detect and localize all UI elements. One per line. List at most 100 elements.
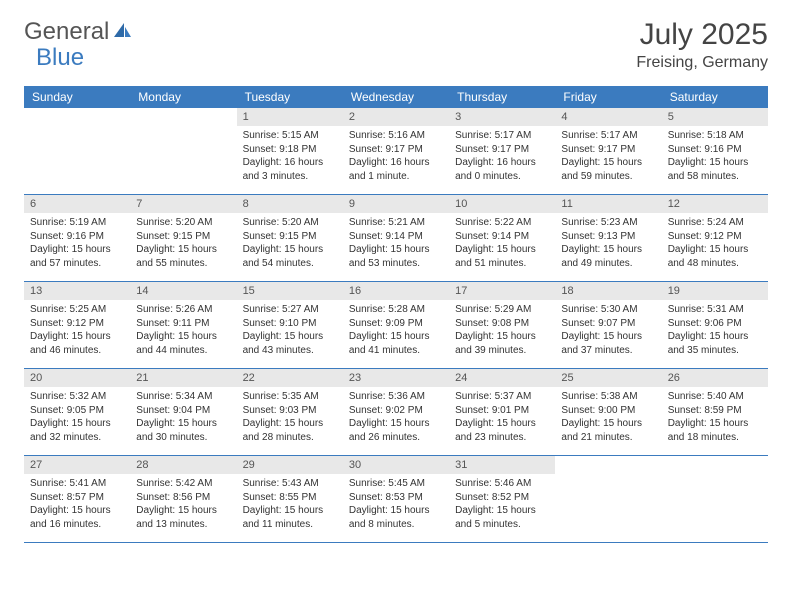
day-body: Sunrise: 5:30 AMSunset: 9:07 PMDaylight:… [555,300,661,363]
sunset-line: Sunset: 8:53 PM [349,491,443,505]
calendar-day-cell: 5Sunrise: 5:18 AMSunset: 9:16 PMDaylight… [662,108,768,194]
sunrise-line: Sunrise: 5:28 AM [349,303,443,317]
day-number: 6 [24,195,130,213]
calendar-day-cell: 20Sunrise: 5:32 AMSunset: 9:05 PMDayligh… [24,369,130,455]
sunset-line: Sunset: 9:13 PM [561,230,655,244]
sunset-line: Sunset: 9:14 PM [349,230,443,244]
sunrise-line: Sunrise: 5:19 AM [30,216,124,230]
brand-part2: Blue [36,44,84,72]
calendar-day-cell: 2Sunrise: 5:16 AMSunset: 9:17 PMDaylight… [343,108,449,194]
sunset-line: Sunset: 8:52 PM [455,491,549,505]
daylight-line: Daylight: 16 hours and 1 minute. [349,156,443,183]
calendar-page: General July 2025 Freising, Germany Blue… [0,0,792,612]
day-number: 1 [237,108,343,126]
calendar-day-cell: 17Sunrise: 5:29 AMSunset: 9:08 PMDayligh… [449,282,555,368]
sunset-line: Sunset: 9:06 PM [668,317,762,331]
sunset-line: Sunset: 9:17 PM [349,143,443,157]
calendar-day-cell: 3Sunrise: 5:17 AMSunset: 9:17 PMDaylight… [449,108,555,194]
sunrise-line: Sunrise: 5:34 AM [136,390,230,404]
weekday-header: Sunday [24,86,130,108]
calendar-day-cell: 7Sunrise: 5:20 AMSunset: 9:15 PMDaylight… [130,195,236,281]
day-number: 24 [449,369,555,387]
sunset-line: Sunset: 8:55 PM [243,491,337,505]
sunrise-line: Sunrise: 5:38 AM [561,390,655,404]
calendar-empty-cell [662,456,768,542]
day-body: Sunrise: 5:22 AMSunset: 9:14 PMDaylight:… [449,213,555,276]
daylight-line: Daylight: 15 hours and 37 minutes. [561,330,655,357]
daylight-line: Daylight: 15 hours and 26 minutes. [349,417,443,444]
location-label: Freising, Germany [636,54,768,72]
weekday-header-row: SundayMondayTuesdayWednesdayThursdayFrid… [24,86,768,108]
sunset-line: Sunset: 8:59 PM [668,404,762,418]
daylight-line: Daylight: 15 hours and 44 minutes. [136,330,230,357]
day-number: 15 [237,282,343,300]
sunrise-line: Sunrise: 5:43 AM [243,477,337,491]
sunrise-line: Sunrise: 5:15 AM [243,129,337,143]
sunset-line: Sunset: 9:12 PM [668,230,762,244]
day-number: 3 [449,108,555,126]
sunrise-line: Sunrise: 5:35 AM [243,390,337,404]
calendar-day-cell: 14Sunrise: 5:26 AMSunset: 9:11 PMDayligh… [130,282,236,368]
day-number: 28 [130,456,236,474]
day-number: 21 [130,369,236,387]
sunrise-line: Sunrise: 5:37 AM [455,390,549,404]
daylight-line: Daylight: 15 hours and 11 minutes. [243,504,337,531]
day-number: 13 [24,282,130,300]
day-body: Sunrise: 5:23 AMSunset: 9:13 PMDaylight:… [555,213,661,276]
day-body: Sunrise: 5:43 AMSunset: 8:55 PMDaylight:… [237,474,343,537]
daylight-line: Daylight: 15 hours and 58 minutes. [668,156,762,183]
sunset-line: Sunset: 9:16 PM [30,230,124,244]
daylight-line: Daylight: 15 hours and 46 minutes. [30,330,124,357]
calendar-day-cell: 12Sunrise: 5:24 AMSunset: 9:12 PMDayligh… [662,195,768,281]
calendar-day-cell: 31Sunrise: 5:46 AMSunset: 8:52 PMDayligh… [449,456,555,542]
day-body: Sunrise: 5:20 AMSunset: 9:15 PMDaylight:… [130,213,236,276]
day-body: Sunrise: 5:35 AMSunset: 9:03 PMDaylight:… [237,387,343,450]
page-header: General July 2025 Freising, Germany [24,18,768,72]
day-body [662,474,768,483]
weekday-header: Wednesday [343,86,449,108]
calendar-day-cell: 29Sunrise: 5:43 AMSunset: 8:55 PMDayligh… [237,456,343,542]
day-number: 20 [24,369,130,387]
day-number: 29 [237,456,343,474]
sunset-line: Sunset: 9:04 PM [136,404,230,418]
weekday-header: Thursday [449,86,555,108]
sunset-line: Sunset: 9:12 PM [30,317,124,331]
day-body: Sunrise: 5:17 AMSunset: 9:17 PMDaylight:… [449,126,555,189]
calendar-day-cell: 23Sunrise: 5:36 AMSunset: 9:02 PMDayligh… [343,369,449,455]
daylight-line: Daylight: 15 hours and 51 minutes. [455,243,549,270]
calendar-day-cell: 28Sunrise: 5:42 AMSunset: 8:56 PMDayligh… [130,456,236,542]
day-number: 4 [555,108,661,126]
daylight-line: Daylight: 15 hours and 28 minutes. [243,417,337,444]
calendar-day-cell: 8Sunrise: 5:20 AMSunset: 9:15 PMDaylight… [237,195,343,281]
weeks-container: 1Sunrise: 5:15 AMSunset: 9:18 PMDaylight… [24,108,768,543]
sunrise-line: Sunrise: 5:20 AM [136,216,230,230]
sunrise-line: Sunrise: 5:32 AM [30,390,124,404]
calendar-day-cell: 13Sunrise: 5:25 AMSunset: 9:12 PMDayligh… [24,282,130,368]
day-number [662,456,768,474]
weekday-header: Monday [130,86,236,108]
day-number: 12 [662,195,768,213]
day-body: Sunrise: 5:24 AMSunset: 9:12 PMDaylight:… [662,213,768,276]
sunrise-line: Sunrise: 5:36 AM [349,390,443,404]
daylight-line: Daylight: 15 hours and 43 minutes. [243,330,337,357]
sunset-line: Sunset: 9:10 PM [243,317,337,331]
daylight-line: Daylight: 15 hours and 49 minutes. [561,243,655,270]
weekday-header: Tuesday [237,86,343,108]
day-number: 2 [343,108,449,126]
day-number: 17 [449,282,555,300]
sunrise-line: Sunrise: 5:26 AM [136,303,230,317]
day-body: Sunrise: 5:40 AMSunset: 8:59 PMDaylight:… [662,387,768,450]
day-body [24,126,130,135]
sunrise-line: Sunrise: 5:40 AM [668,390,762,404]
calendar-day-cell: 1Sunrise: 5:15 AMSunset: 9:18 PMDaylight… [237,108,343,194]
calendar-empty-cell [130,108,236,194]
month-title: July 2025 [636,18,768,52]
day-body: Sunrise: 5:27 AMSunset: 9:10 PMDaylight:… [237,300,343,363]
calendar-day-cell: 18Sunrise: 5:30 AMSunset: 9:07 PMDayligh… [555,282,661,368]
day-body: Sunrise: 5:36 AMSunset: 9:02 PMDaylight:… [343,387,449,450]
sunset-line: Sunset: 9:16 PM [668,143,762,157]
weekday-header: Saturday [662,86,768,108]
sunrise-line: Sunrise: 5:42 AM [136,477,230,491]
daylight-line: Daylight: 15 hours and 13 minutes. [136,504,230,531]
calendar-grid: SundayMondayTuesdayWednesdayThursdayFrid… [24,86,768,543]
